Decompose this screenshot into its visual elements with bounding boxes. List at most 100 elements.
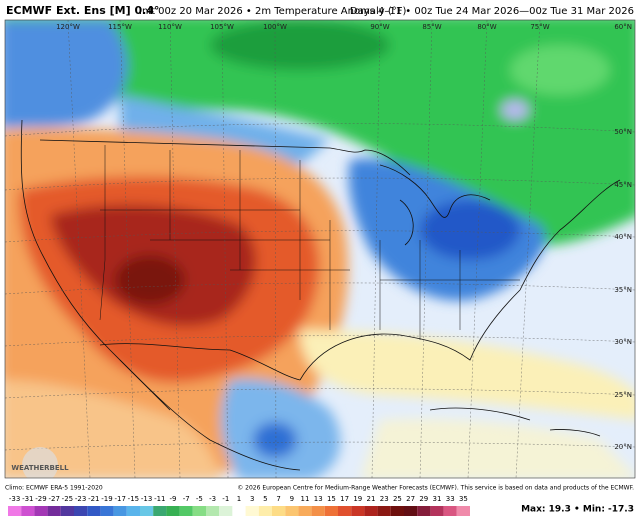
colorbar-label: 29 [419,495,428,503]
colorbar-label: -27 [48,495,59,503]
colorbar-label: -21 [88,495,99,503]
longitude-label: 120°W [56,23,80,31]
logo-text: WEATHERBELL [11,464,69,472]
longitude-labels: 120°W 115°W 110°W 105°W 100°W 90°W 85°W 80°W 75°… [56,23,550,31]
latitude-label: 20°N [614,443,632,451]
colorbar-swatch [232,506,246,516]
subtitle: Init 00z 20 Mar 2026 • 2m Temperature An… [139,6,406,17]
colorbar-swatch [456,506,470,516]
map: 120°W 115°W 110°W 105°W 100°W 90°W 85°W 80°W 75°… [5,20,635,478]
field-darkest-red [115,255,185,305]
colorbar-label: 3 [250,495,254,503]
colorbar-swatch [417,506,431,516]
map-frame [4,19,636,479]
title: ECMWF Ext. Ens [M] 0.4° [6,4,159,17]
us-mexico-border [99,343,301,381]
field-blue-nw [5,20,128,128]
colorbar-label: -23 [75,495,86,503]
mexico-coast [119,359,301,471]
colorbar-label: -9 [170,495,177,503]
colorbar-label: -29 [35,495,46,503]
colorbar-swatch [272,506,286,516]
colorbar-label: -25 [62,495,73,503]
colorbar-label: 7 [276,495,280,503]
colorbar-label: 23 [380,495,389,503]
field-pale [360,418,635,478]
latitude-label: 25°N [614,391,632,399]
climo-note: Climo: ECMWF ERA-5 1991-2020 [5,485,103,492]
colorbar-swatch [324,506,338,516]
longitude-label: 110°W [158,23,182,31]
field-light-green [510,45,610,95]
colorbar-swatch [140,506,154,516]
field-blue-core [253,422,297,458]
colorbar-label: 11 [301,495,310,503]
colorbar-swatch [258,506,272,516]
colorbar-label: -17 [114,495,125,503]
colorbar-swatch [21,506,35,516]
colorbar-label: 17 [340,495,349,503]
colorbar-label: 35 [459,495,468,503]
colorbar-label: 21 [367,495,376,503]
colorbar-label: -5 [196,495,203,503]
field-yellow [300,330,635,420]
colorbar-swatch [192,506,206,516]
field-dark-green [210,20,390,70]
latitude-label: 35°N [614,286,632,294]
colorbar-label: -19 [101,495,112,503]
colorbar-label: -7 [183,495,190,503]
field-blue-band [120,95,330,165]
colorbar-label: 15 [327,495,336,503]
colorbar-swatch [47,506,61,516]
colorbar-swatch [153,506,167,516]
colorbar-swatch [377,506,391,516]
borders [20,119,621,471]
colorbar-label: 5 [263,495,267,503]
colorbar-label: -13 [141,495,152,503]
colorbar-label: -33 [9,495,20,503]
colorbar-swatch [443,506,457,516]
field-deep-blue [420,200,520,260]
colorbar-swatch [8,506,22,516]
logo-globe [22,447,58,478]
longitude-label: 80°W [477,23,496,31]
colorbar-swatch [126,506,140,516]
colorbar-swatch [404,506,418,516]
field-lilac [501,100,529,120]
valid-range: Days 4–11 • 00z Tue 24 Mar 2026—00z Tue … [350,6,634,17]
colorbar-label: -31 [22,495,33,503]
colorbar-swatch [364,506,378,516]
colorbar-swatch [34,506,48,516]
colorbar-label: 33 [446,495,455,503]
colorbar-swatch [166,506,180,516]
longitude-label: 115°W [108,23,132,31]
colorbar-swatch [285,506,299,516]
longitude-label: 75°W [530,23,549,31]
copyright: © 2026 European Centre for Medium-Range … [237,485,634,492]
colorbar: -33 -31 -29 -27 -25 -23 -21 -19 -17 -15 -13 -11 -9 -7… [8,495,470,516]
state-lines [99,145,520,340]
caribbean-islands [429,407,601,437]
colorbar-label: 27 [406,495,415,503]
meridians [67,20,541,478]
colorbar-label: -15 [128,495,139,503]
latitude-label: 40°N [614,233,632,241]
colorbar-label: 9 [290,495,294,503]
colorbar-swatch [338,506,352,516]
colorbar-swatch [179,506,193,516]
colorbar-swatch [430,506,444,516]
longitude-label: 85°W [422,23,441,31]
colorbar-label: -11 [154,495,165,503]
anomaly-field [5,20,635,478]
colorbar-swatch [245,506,259,516]
latitude-label: 50°N [614,128,632,136]
colorbar-label: 13 [314,495,323,503]
extremes: Max: 19.3 • Min: -17.3 [521,505,634,515]
colorbar-label: -3 [209,495,216,503]
longitude-label: 105°W [210,23,234,31]
colorbar-label: 1 [237,495,241,503]
graticule [5,20,635,478]
latitude-label: 30°N [614,338,632,346]
